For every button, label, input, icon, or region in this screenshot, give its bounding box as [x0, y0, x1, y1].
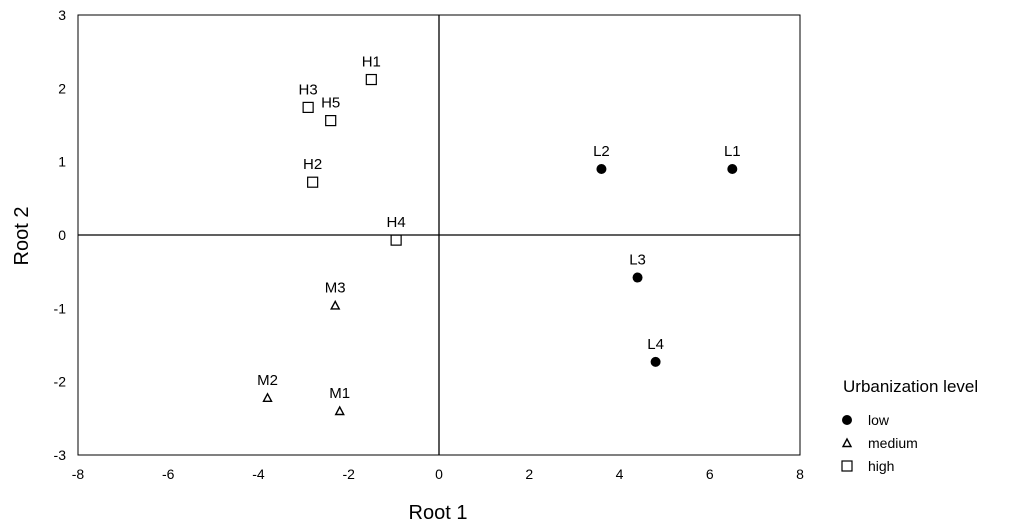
- point-label-l3: L3: [629, 252, 646, 269]
- y-tick-label: 3: [58, 7, 66, 23]
- legend-marker-high: [841, 460, 853, 472]
- legend-title: Urbanization level: [843, 377, 978, 396]
- x-tick-label: -8: [72, 466, 85, 482]
- x-tick-label: 0: [435, 466, 443, 482]
- y-tick-label: 1: [58, 154, 66, 170]
- legend-marker-medium: [841, 437, 853, 448]
- y-axis-title: Root 2: [11, 207, 33, 266]
- x-tick-label: -2: [343, 466, 356, 482]
- x-tick-label: 4: [616, 466, 624, 482]
- data-points: L1 L2 L3 L4 M1 M2 M3 H1 H2 H3 H4 H5: [257, 54, 741, 416]
- data-point-h1: [365, 73, 377, 86]
- point-label-h2: H2: [303, 156, 322, 173]
- x-tick-label: 2: [525, 466, 533, 482]
- x-tick-label: 6: [706, 466, 714, 482]
- point-label-m3: M3: [325, 279, 346, 296]
- point-label-l2: L2: [593, 143, 610, 160]
- data-point-h4: [390, 234, 402, 246]
- y-tick-label: 0: [58, 227, 66, 243]
- data-point-l4: [650, 356, 661, 367]
- x-tick-label: 8: [796, 466, 804, 482]
- data-point-l1: [727, 164, 738, 174]
- data-point-m1: [334, 405, 345, 416]
- data-point-m3: [330, 299, 341, 310]
- data-point-h2: [307, 176, 319, 188]
- legend-label-low: low: [868, 412, 890, 428]
- data-point-l2: [596, 164, 607, 174]
- y-axis-ticks: -3 -2 -1 0 1 2 3: [54, 7, 67, 463]
- x-tick-label: -6: [162, 466, 175, 482]
- y-tick-label: -2: [54, 374, 67, 390]
- data-point-h3: [302, 101, 314, 114]
- x-tick-label: -4: [252, 466, 265, 482]
- point-label-h1: H1: [362, 54, 381, 71]
- point-label-l4: L4: [647, 336, 664, 353]
- legend-marker-low: [842, 415, 852, 425]
- x-axis-title: Root 1: [409, 502, 468, 524]
- legend-label-medium: medium: [868, 435, 918, 451]
- data-point-l3: [632, 272, 643, 283]
- point-label-h5: H5: [321, 95, 340, 112]
- data-point-m2: [262, 392, 273, 402]
- x-axis-ticks: -8 -6 -4 -2 0 2 4 6 8: [72, 466, 804, 482]
- y-tick-label: 2: [58, 80, 66, 96]
- y-tick-label: -3: [54, 447, 67, 463]
- legend-label-high: high: [868, 458, 894, 474]
- zero-lines: [78, 15, 800, 455]
- point-label-h3: H3: [299, 81, 318, 98]
- point-label-m1: M1: [329, 385, 350, 402]
- point-label-m2: M2: [257, 372, 278, 389]
- point-label-l1: L1: [724, 143, 741, 160]
- legend: Urbanization level low medium high: [841, 377, 978, 474]
- y-tick-label: -1: [54, 300, 67, 316]
- point-label-h4: H4: [387, 214, 406, 231]
- data-point-h5: [325, 114, 337, 127]
